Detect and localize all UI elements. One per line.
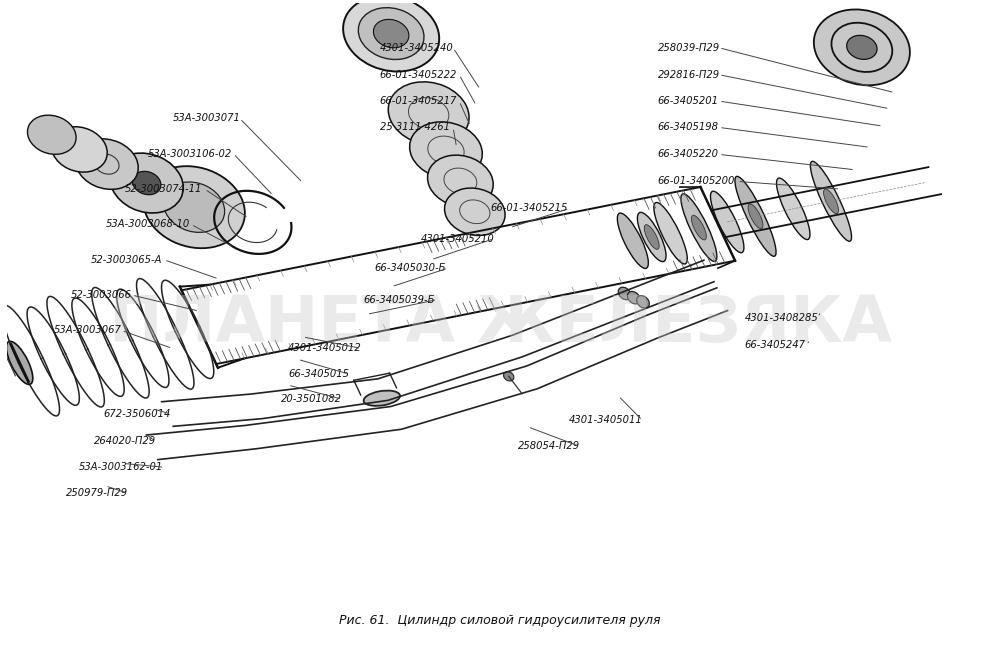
- Text: 53А-3003162-01: 53А-3003162-01: [79, 462, 163, 472]
- Ellipse shape: [6, 341, 33, 384]
- Text: 53А-3003068-10: 53А-3003068-10: [105, 220, 190, 229]
- Ellipse shape: [164, 182, 225, 233]
- Text: 66-3405030-Б: 66-3405030-Б: [375, 263, 446, 273]
- Text: 66-3405039-Б: 66-3405039-Б: [364, 295, 435, 305]
- Ellipse shape: [710, 191, 744, 253]
- Text: 66-01-3405217: 66-01-3405217: [380, 96, 457, 106]
- Ellipse shape: [75, 139, 138, 189]
- Ellipse shape: [814, 10, 910, 86]
- Ellipse shape: [627, 292, 640, 304]
- Ellipse shape: [364, 391, 400, 406]
- Ellipse shape: [143, 166, 245, 248]
- Text: 4301-3405240: 4301-3405240: [380, 43, 453, 52]
- Ellipse shape: [810, 161, 852, 241]
- Ellipse shape: [691, 215, 706, 240]
- Ellipse shape: [27, 115, 76, 154]
- Ellipse shape: [358, 8, 424, 60]
- Text: 4301-3408285: 4301-3408285: [745, 312, 818, 323]
- Ellipse shape: [504, 371, 514, 381]
- Text: 20-3501082: 20-3501082: [281, 394, 342, 404]
- Ellipse shape: [824, 189, 838, 214]
- Text: 66-3405015: 66-3405015: [288, 369, 349, 379]
- Text: 66-01-3405222: 66-01-3405222: [380, 70, 457, 80]
- Text: 258054-П29: 258054-П29: [518, 441, 580, 451]
- Text: 4301-3405011: 4301-3405011: [569, 415, 643, 425]
- Text: 52-3003066: 52-3003066: [71, 290, 132, 300]
- Text: 53А-3003067: 53А-3003067: [54, 325, 122, 336]
- Ellipse shape: [410, 122, 482, 179]
- Ellipse shape: [847, 36, 877, 60]
- Text: 292816-П29: 292816-П29: [658, 70, 720, 80]
- Text: Рис. 61.  Цилиндр силовой гидроусилителя руля: Рис. 61. Цилиндр силовой гидроусилителя …: [339, 614, 661, 627]
- Ellipse shape: [637, 295, 649, 308]
- Ellipse shape: [681, 194, 717, 261]
- Text: 52-3003065-А: 52-3003065-А: [91, 255, 162, 265]
- Text: 53А-3003071: 53А-3003071: [172, 113, 240, 123]
- Ellipse shape: [748, 204, 763, 229]
- Text: 66-01-3405215: 66-01-3405215: [490, 203, 568, 213]
- Text: 66-3405201: 66-3405201: [658, 96, 719, 106]
- Ellipse shape: [637, 213, 666, 262]
- Ellipse shape: [51, 127, 107, 172]
- Text: 264020-П29: 264020-П29: [94, 436, 156, 446]
- Text: 4301-3405210: 4301-3405210: [421, 233, 495, 244]
- Text: 25 3111 4261: 25 3111 4261: [380, 122, 450, 132]
- Text: 66-01-3405200: 66-01-3405200: [658, 176, 735, 187]
- Ellipse shape: [617, 213, 648, 268]
- Ellipse shape: [777, 178, 810, 240]
- Ellipse shape: [343, 0, 439, 71]
- Text: 66-3405198: 66-3405198: [658, 122, 719, 132]
- Ellipse shape: [373, 19, 409, 48]
- Ellipse shape: [831, 23, 892, 72]
- Text: 672-3506014: 672-3506014: [103, 409, 171, 419]
- Ellipse shape: [132, 171, 161, 194]
- Text: 52-3003074-11: 52-3003074-11: [125, 184, 202, 194]
- Text: 258039-П29: 258039-П29: [658, 43, 720, 52]
- Ellipse shape: [735, 176, 776, 257]
- Ellipse shape: [445, 188, 505, 235]
- Text: 66-3405220: 66-3405220: [658, 150, 719, 159]
- Ellipse shape: [388, 82, 469, 145]
- Ellipse shape: [654, 202, 687, 264]
- Text: 53А-3003106-02: 53А-3003106-02: [148, 149, 232, 159]
- Ellipse shape: [428, 155, 493, 207]
- Ellipse shape: [110, 153, 183, 213]
- Ellipse shape: [618, 287, 631, 300]
- Text: 66-3405247: 66-3405247: [745, 340, 806, 349]
- Text: ПЛАНЕТА ЖЕЛЕЗЯКА: ПЛАНЕТА ЖЕЛЕЗЯКА: [109, 293, 891, 355]
- Text: 4301-3405012: 4301-3405012: [288, 343, 362, 353]
- Text: 250979-П29: 250979-П29: [66, 488, 128, 498]
- Ellipse shape: [644, 225, 659, 249]
